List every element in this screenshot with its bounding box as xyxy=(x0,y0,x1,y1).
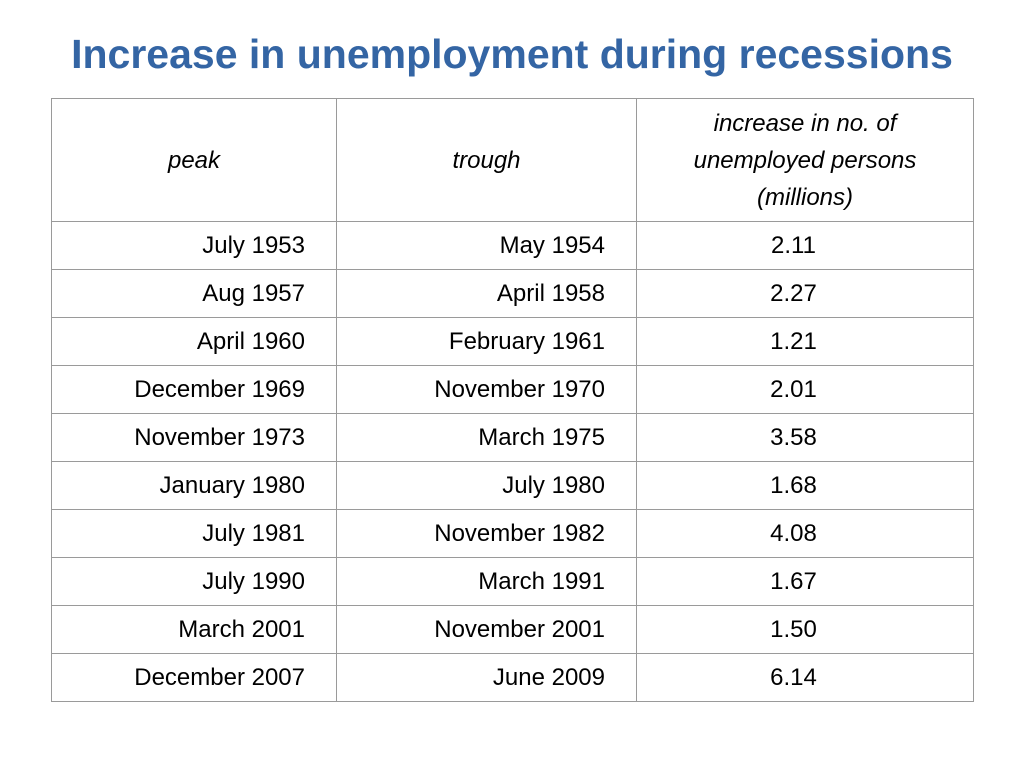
table-row: December 1969 November 1970 2.01 xyxy=(51,365,974,414)
trough-cell: March 1991 xyxy=(336,557,637,606)
peak-cell: November 1973 xyxy=(51,413,337,462)
increase-cell: 6.14 xyxy=(636,653,974,702)
recessions-table: peak trough increase in no. of unemploye… xyxy=(51,98,974,702)
trough-cell: March 1975 xyxy=(336,413,637,462)
column-header-trough: trough xyxy=(336,98,637,222)
page-title: Increase in unemployment during recessio… xyxy=(71,31,953,77)
increase-cell: 3.58 xyxy=(636,413,974,462)
peak-cell: July 1981 xyxy=(51,509,337,558)
peak-cell: April 1960 xyxy=(51,317,337,366)
trough-cell: February 1961 xyxy=(336,317,637,366)
table-row: March 2001 November 2001 1.50 xyxy=(51,605,974,654)
table-row: April 1960 February 1961 1.21 xyxy=(51,317,974,366)
increase-cell: 4.08 xyxy=(636,509,974,558)
table-row: July 1953 May 1954 2.11 xyxy=(51,221,974,270)
peak-cell: July 1990 xyxy=(51,557,337,606)
peak-cell: December 2007 xyxy=(51,653,337,702)
increase-cell: 2.27 xyxy=(636,269,974,318)
table-row: July 1981 November 1982 4.08 xyxy=(51,509,974,558)
trough-cell: June 2009 xyxy=(336,653,637,702)
increase-cell: 2.01 xyxy=(636,365,974,414)
trough-cell: May 1954 xyxy=(336,221,637,270)
increase-cell: 2.11 xyxy=(636,221,974,270)
table-row: December 2007 June 2009 6.14 xyxy=(51,653,974,702)
table-header-row: peak trough increase in no. of unemploye… xyxy=(51,98,974,222)
table-row: January 1980 July 1980 1.68 xyxy=(51,461,974,510)
column-header-peak: peak xyxy=(51,98,337,222)
peak-cell: December 1969 xyxy=(51,365,337,414)
peak-cell: Aug 1957 xyxy=(51,269,337,318)
peak-cell: July 1953 xyxy=(51,221,337,270)
peak-cell: March 2001 xyxy=(51,605,337,654)
increase-cell: 1.68 xyxy=(636,461,974,510)
peak-cell: January 1980 xyxy=(51,461,337,510)
trough-cell: July 1980 xyxy=(336,461,637,510)
trough-cell: November 1982 xyxy=(336,509,637,558)
column-header-increase: increase in no. of unemployed persons (m… xyxy=(636,98,974,222)
table-row: Aug 1957 April 1958 2.27 xyxy=(51,269,974,318)
table-row: July 1990 March 1991 1.67 xyxy=(51,557,974,606)
increase-cell: 1.21 xyxy=(636,317,974,366)
trough-cell: April 1958 xyxy=(336,269,637,318)
table-row: November 1973 March 1975 3.58 xyxy=(51,413,974,462)
increase-cell: 1.67 xyxy=(636,557,974,606)
trough-cell: November 2001 xyxy=(336,605,637,654)
increase-cell: 1.50 xyxy=(636,605,974,654)
trough-cell: November 1970 xyxy=(336,365,637,414)
